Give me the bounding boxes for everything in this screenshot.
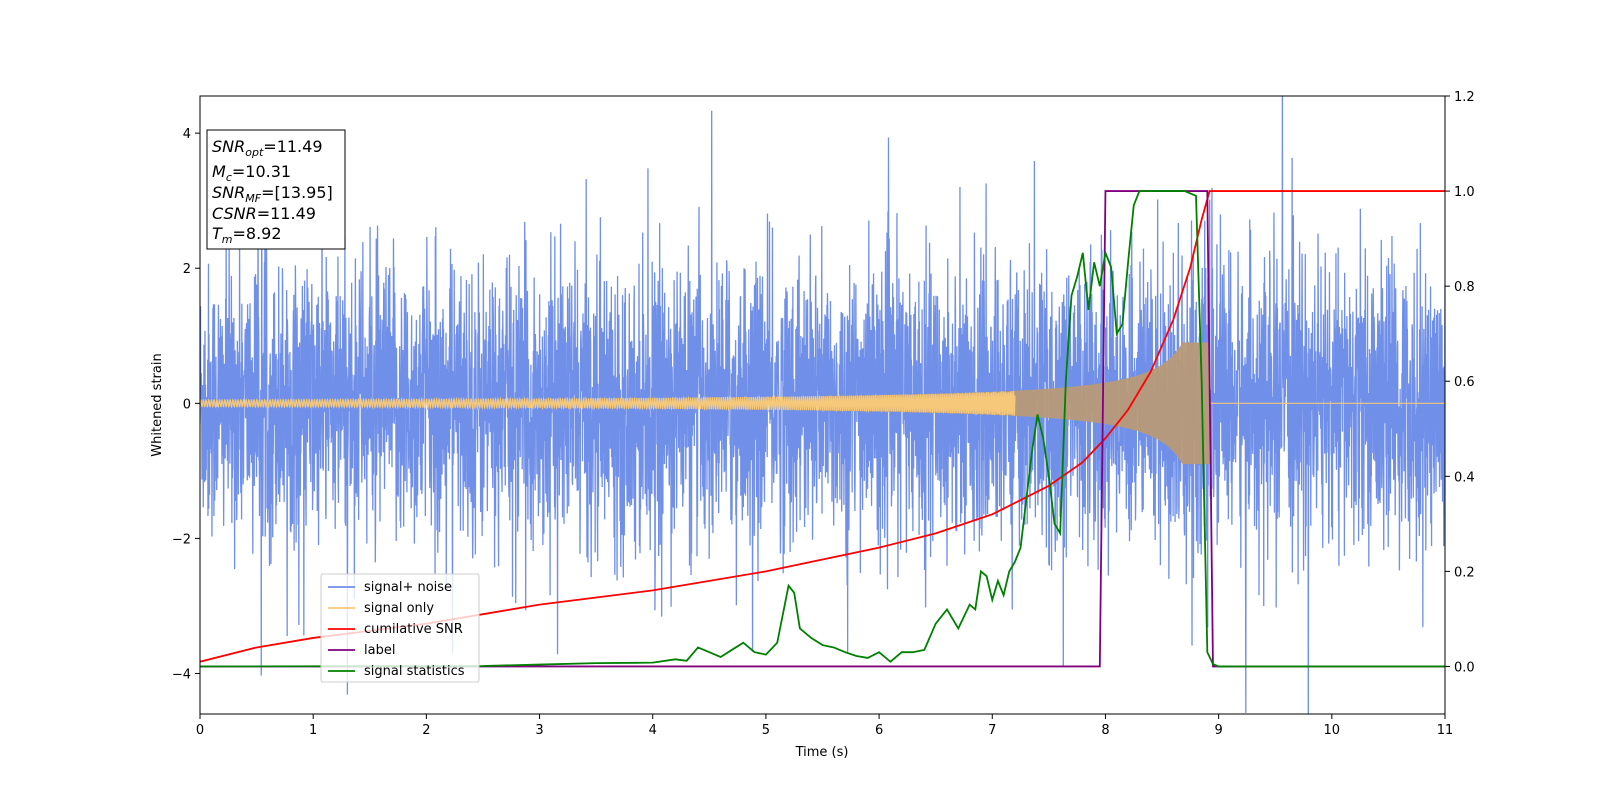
annotation-csnr: CSNR=11.49: [212, 204, 316, 223]
x-tick-label: 7: [988, 723, 996, 738]
series-signal-only: [200, 390, 1445, 416]
annotation-tm: Tm=8.92: [212, 224, 282, 246]
x-tick-label: 10: [1324, 723, 1341, 738]
legend: signal+ noise signal only cumilative SNR la…: [320, 573, 480, 683]
y-right-tick-label: 1.2: [1454, 90, 1475, 105]
y-right-tick-label: 0.0: [1454, 660, 1475, 675]
y-left-tick-label: 0: [183, 397, 191, 412]
x-tick-label: 3: [535, 723, 543, 738]
series-cumilative-snr: [200, 190, 1445, 663]
legend-label: signal statistics: [364, 664, 465, 679]
annotation-mc: Mc=10.31: [212, 162, 291, 184]
x-tick-label: 0: [196, 723, 204, 738]
y-right-tick-label: 0.8: [1454, 280, 1475, 295]
series-signal-statistics: [200, 190, 1445, 668]
annotation-snr-mf: SNRMF=[13.95]: [212, 183, 333, 205]
legend-label: signal+ noise: [364, 580, 452, 595]
series-lines-layer: [200, 190, 1445, 668]
y-axis-right: 0.0 0.2 0.4 0.6 0.8 1.0 1.2: [1445, 90, 1475, 675]
y-right-tick-label: 0.4: [1454, 470, 1475, 485]
x-tick-label: 9: [1214, 723, 1222, 738]
series-signal-noise: [200, 96, 1445, 714]
x-axis: 0 1 2 3 4 5 6 7 8 9 10 11: [196, 714, 1453, 738]
legend-label: signal only: [364, 601, 434, 616]
x-tick-label: 5: [762, 723, 770, 738]
y-right-tick-label: 1.0: [1454, 185, 1475, 200]
plot-frame: [199, 95, 1446, 715]
y-axis-left: −4 −2 0 2 4: [172, 127, 200, 682]
y-left-tick-label: −4: [172, 667, 191, 682]
x-tick-label: 1: [309, 723, 317, 738]
annotation-box: SNRopt=11.49 Mc=10.31 SNRMF=[13.95] CSNR…: [206, 129, 346, 250]
x-tick-label: 11: [1437, 723, 1454, 738]
y-right-tick-label: 0.2: [1454, 565, 1475, 580]
x-tick-label: 4: [649, 723, 657, 738]
series-signal-envelope: [822, 342, 1210, 465]
y-right-tick-label: 0.6: [1454, 375, 1475, 390]
x-tick-label: 2: [422, 723, 430, 738]
y-left-tick-label: 2: [183, 262, 191, 277]
y-axis-label: Whitened strain: [150, 353, 165, 456]
signal-noise-layer: [200, 96, 1445, 714]
y-left-tick-label: 4: [183, 127, 191, 142]
plot-area: [199, 95, 1446, 715]
signal-only-layer: [200, 342, 1445, 465]
x-axis-label: Time (s): [795, 745, 849, 760]
legend-label: cumilative SNR: [364, 622, 463, 637]
annotation-snr-opt: SNRopt=11.49: [212, 137, 323, 159]
y-left-tick-label: −2: [172, 532, 191, 547]
legend-label: label: [364, 643, 395, 658]
x-tick-label: 8: [1101, 723, 1109, 738]
x-tick-label: 6: [875, 723, 883, 738]
